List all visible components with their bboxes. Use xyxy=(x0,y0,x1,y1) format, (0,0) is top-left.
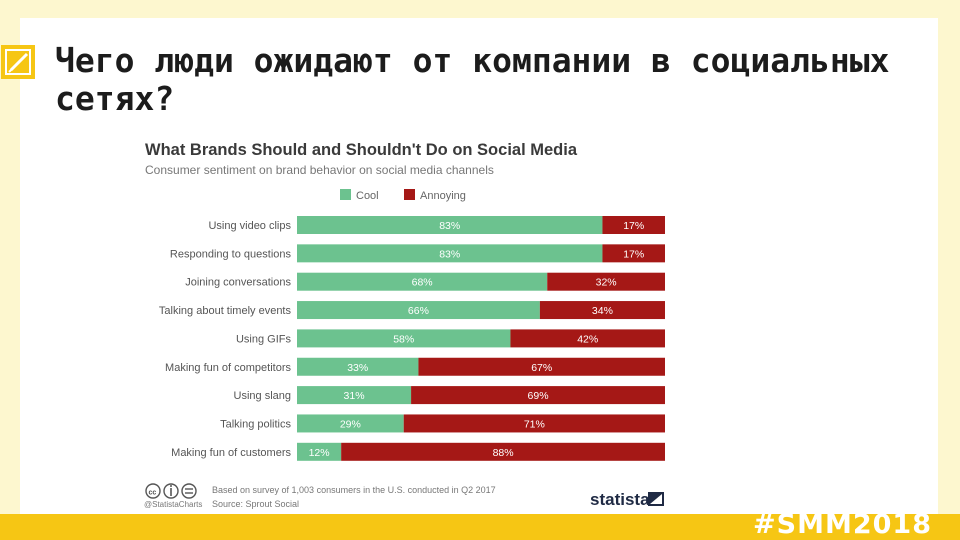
bar-value-label: 88% xyxy=(493,447,514,459)
bar-value-label: 29% xyxy=(340,418,361,430)
bar-value-label: 68% xyxy=(412,277,433,289)
cc-icon-text: cc xyxy=(149,490,157,497)
chart-footnote: Based on survey of 1,003 consumers in th… xyxy=(212,485,496,495)
info-icon xyxy=(163,483,179,499)
chart-footer: cc @StatistaCharts Based on survey of 1,… xyxy=(144,483,664,509)
slide-title: Чего люди ожидают от компании в социальн… xyxy=(55,41,890,118)
category-label: Talking about timely events xyxy=(159,305,292,317)
category-label: Talking politics xyxy=(220,418,291,430)
chart-subtitle: Consumer sentiment on brand behavior on … xyxy=(145,163,494,177)
legend-label-cool: Cool xyxy=(356,190,379,202)
category-label: Using GIFs xyxy=(236,333,292,345)
bar-value-label: 34% xyxy=(592,305,613,317)
cc-icon xyxy=(145,483,161,499)
bar-cool xyxy=(297,329,511,348)
chart-bars: Using video clips 83% 17% Responding to que… xyxy=(159,216,665,461)
bar-value-label: 32% xyxy=(596,277,617,289)
bar-cool xyxy=(297,442,342,461)
bar-cool xyxy=(297,272,548,291)
bar-annoying xyxy=(418,357,665,376)
legend-label-annoying: Annoying xyxy=(420,190,466,202)
chart-title: What Brands Should and Shouldn't Do on S… xyxy=(145,141,578,159)
chart-legend: Cool Annoying xyxy=(340,189,466,202)
bar-cool xyxy=(297,414,404,433)
category-label: Using video clips xyxy=(208,220,291,232)
bar-annoying xyxy=(403,414,665,433)
footer-bar xyxy=(0,514,960,540)
bar-annoying xyxy=(510,329,665,348)
bar-cool xyxy=(297,357,419,376)
statista-logo-icon xyxy=(648,492,664,506)
category-label: Responding to questions xyxy=(170,248,292,260)
bar-cool xyxy=(297,244,603,263)
edit-note-icon xyxy=(1,45,35,79)
bar-value-label: 67% xyxy=(531,362,552,374)
bar-annoying xyxy=(411,386,665,405)
info-icon-dot xyxy=(170,485,172,487)
bar-value-label: 42% xyxy=(577,333,598,345)
bar-value-label: 83% xyxy=(439,248,460,260)
legend-swatch-cool xyxy=(340,189,351,200)
bar-cool xyxy=(297,301,540,320)
category-label: Joining conversations xyxy=(185,277,291,289)
bar-value-label: 31% xyxy=(344,390,365,402)
bar-value-label: 66% xyxy=(408,305,429,317)
hashtag: #SMM2018 xyxy=(753,509,932,540)
category-label: Using slang xyxy=(234,390,291,402)
bar-value-label: 69% xyxy=(528,390,549,402)
chart-panel: What Brands Should and Shouldn't Do on S… xyxy=(136,130,676,512)
bar-annoying xyxy=(602,216,665,234)
bar-value-label: 33% xyxy=(347,362,368,374)
category-label: Making fun of customers xyxy=(171,447,291,459)
bar-value-label: 17% xyxy=(623,248,644,260)
statista-logo: statista xyxy=(590,490,650,509)
bar-value-label: 12% xyxy=(309,447,330,459)
bar-annoying xyxy=(602,244,665,263)
bar-annoying xyxy=(547,272,665,291)
bar-annoying xyxy=(341,442,665,461)
bar-cool xyxy=(297,386,412,405)
stacked-bar-chart: What Brands Should and Shouldn't Do on S… xyxy=(144,141,665,509)
bar-value-label: 58% xyxy=(393,333,414,345)
category-label: Making fun of competitors xyxy=(165,362,291,374)
bar-cool xyxy=(297,216,603,234)
bar-annoying xyxy=(539,301,665,320)
bar-value-label: 83% xyxy=(439,220,460,232)
bar-value-label: 17% xyxy=(623,220,644,232)
legend-swatch-annoying xyxy=(404,189,415,200)
bar-value-label: 71% xyxy=(524,418,545,430)
chart-credit: @StatistaCharts xyxy=(144,500,202,509)
chart-source: Source: Sprout Social xyxy=(212,499,299,509)
equals-icon xyxy=(181,483,197,499)
